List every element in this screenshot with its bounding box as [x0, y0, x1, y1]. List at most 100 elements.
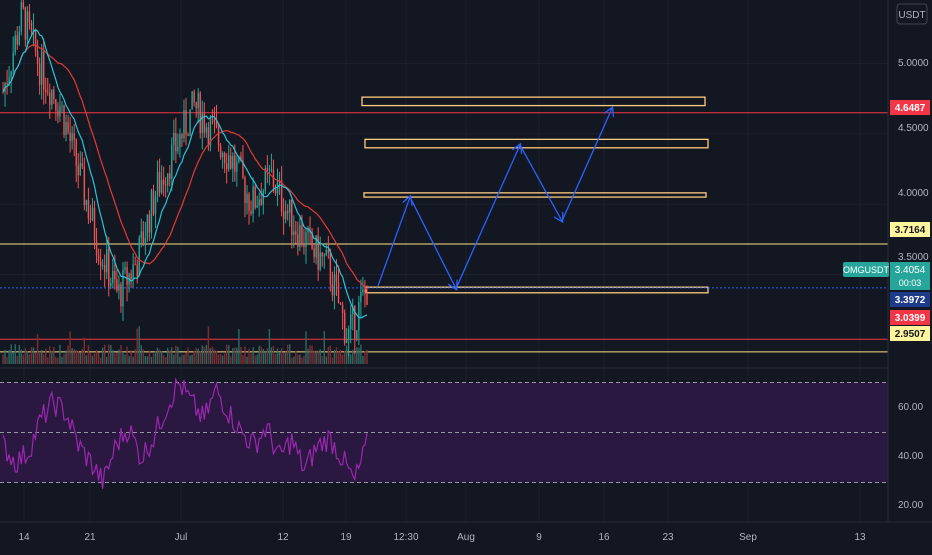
candle-body [256, 205, 258, 208]
candle-body [77, 165, 79, 176]
candle-body [219, 145, 222, 157]
candle-body [225, 163, 228, 170]
volume-bar [150, 356, 153, 364]
candle-body [65, 122, 67, 135]
candle-body [209, 118, 212, 146]
volume-bar [69, 331, 71, 364]
time-axis[interactable]: 14 21 Jul 12 19 12:30 Aug 9 16 23 Sep 13 [18, 532, 866, 543]
volume-bar [335, 347, 338, 364]
target-zone [364, 138, 709, 149]
volume-bar [89, 353, 92, 364]
candle-body [110, 282, 112, 287]
candle-body [146, 214, 149, 239]
volume-bar [167, 347, 169, 364]
candle-body [360, 292, 362, 302]
resistance-yellow-badge [890, 222, 930, 237]
candle-body [201, 113, 203, 134]
candle-body [183, 110, 185, 139]
candle-body [358, 301, 360, 331]
volume-bar [303, 355, 305, 364]
ma-fast-line [2, 29, 368, 319]
horizontal-levels[interactable] [0, 112, 888, 353]
volume-bar [219, 354, 222, 364]
volume-bar [266, 348, 269, 364]
volume-bar [77, 350, 79, 364]
currency-box[interactable] [896, 3, 928, 25]
volume-bar [278, 352, 281, 364]
candle-body [230, 155, 232, 169]
volume-bar [67, 345, 69, 364]
volume-bar [45, 348, 47, 364]
candle-body [215, 121, 218, 127]
volume-bar [244, 346, 246, 364]
candle-body [28, 11, 31, 23]
volume-bar [242, 355, 244, 364]
time-tick-16: 16 [598, 532, 610, 543]
volume-bar [286, 344, 289, 364]
candle-body [177, 146, 179, 152]
volume-bar [280, 348, 283, 364]
candle-body [51, 89, 53, 105]
volume-bar [301, 357, 303, 364]
volume-bar [185, 352, 187, 364]
candle-body [158, 171, 161, 193]
candle-body [264, 168, 267, 191]
candle-body [118, 284, 120, 291]
support-red-badge [890, 310, 930, 325]
price-axis[interactable]: USDT 5.0000 4.5000 4.0000 3.5000 [896, 3, 929, 263]
candle-body [286, 210, 289, 213]
candle-body [331, 284, 334, 296]
volume-bar [293, 356, 295, 364]
candle-body [250, 210, 252, 214]
candle-body [116, 279, 118, 291]
candle-body [305, 232, 307, 248]
candle-body [262, 190, 264, 205]
projection-arrow [519, 144, 562, 221]
volume-bar [83, 337, 86, 364]
candle-body [303, 244, 305, 248]
candle-body [55, 99, 57, 111]
volume-bar [291, 357, 293, 364]
volume-bar [325, 356, 328, 364]
volume-bar [116, 352, 118, 364]
candle-body [16, 35, 18, 45]
candle-body [63, 105, 65, 135]
volume-bar [238, 329, 240, 364]
volume-bar [114, 353, 116, 364]
candle-body [42, 51, 45, 90]
volume-bar [40, 349, 43, 364]
volume-bar [61, 356, 63, 364]
candle-body [254, 186, 256, 208]
candle-body [108, 249, 110, 287]
candle-body [18, 31, 20, 45]
candle-body [152, 190, 155, 215]
candle-body [221, 153, 224, 157]
candle-body [40, 51, 43, 85]
time-tick-14: 14 [18, 532, 30, 543]
volume-bar [331, 357, 334, 364]
rsi-axis[interactable]: 60.00 40.00 20.00 [898, 402, 923, 511]
volume-bar [282, 352, 285, 364]
candle-body [32, 28, 35, 32]
candle-body [93, 207, 96, 241]
candle-body [238, 156, 240, 162]
volume-bar [258, 345, 260, 364]
volume-bar [366, 349, 368, 364]
candle-body [106, 249, 108, 273]
volume-bar [132, 356, 134, 364]
last-price-badge [890, 262, 930, 290]
volume-bar [347, 352, 350, 364]
volume-bar [234, 347, 236, 364]
volume-bar [221, 355, 224, 364]
candle-body [293, 231, 295, 236]
candle-body [45, 89, 47, 93]
candle-body [38, 63, 41, 85]
volume-bar [101, 347, 104, 364]
candle-body [321, 252, 323, 257]
projection-path[interactable] [377, 108, 612, 288]
candle-body [274, 187, 277, 194]
volume-bar [164, 357, 167, 364]
candle-body [350, 314, 352, 330]
volume-bar [55, 356, 57, 364]
